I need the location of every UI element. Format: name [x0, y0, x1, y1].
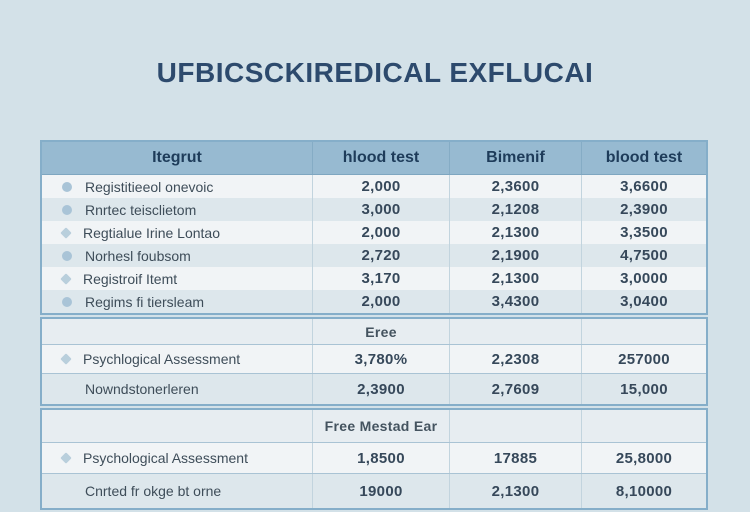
table-row: Cnrted fr okge bt orne 19000 2,1300 8,10…	[42, 473, 706, 508]
table-header-row: Itegrut hlood test Bimenif blood test	[42, 142, 706, 175]
table-row: Registroif Itemt 3,170 2,1300 3,0000	[42, 267, 706, 290]
row-label: Psychological Assessment	[83, 450, 248, 466]
row-value: 3,0000	[581, 267, 706, 290]
data-table: Itegrut hlood test Bimenif blood test Re…	[40, 140, 708, 512]
row-value: 2,3900	[581, 198, 706, 221]
row-value: 4,7500	[581, 244, 706, 267]
column-header: Bimenif	[449, 142, 581, 174]
row-label: Nowndstonerleren	[85, 381, 199, 397]
table-row: Psychological Assessment 1,8500 17885 25…	[42, 442, 706, 473]
row-value: 1,8500	[312, 443, 449, 473]
row-value: 3,0400	[581, 290, 706, 313]
bullet-icon	[62, 204, 72, 215]
bullet-icon	[62, 181, 72, 192]
row-value: 17885	[449, 443, 581, 473]
section-header-row: Eree	[42, 319, 706, 344]
table-row: Rnrtec teisclietom 3,000 2,1208 2,3900	[42, 198, 706, 221]
row-value: 2,000	[312, 175, 449, 198]
row-value: 3,170	[312, 267, 449, 290]
bullet-icon	[62, 250, 72, 261]
row-value: 3,4300	[449, 290, 581, 313]
row-value: 3,780%	[312, 345, 449, 373]
row-value: 2,2308	[449, 345, 581, 373]
diamond-icon	[60, 226, 72, 239]
row-value: 8,10000	[581, 474, 706, 508]
row-value: 2,1300	[449, 267, 581, 290]
row-label: Cnrted fr okge bt orne	[85, 483, 222, 499]
table-block-main: Itegrut hlood test Bimenif blood test Re…	[40, 140, 708, 315]
table-row: Nowndstonerleren 2,3900 2,7609 15,000	[42, 373, 706, 404]
section-label: Free Mestad Ear	[312, 410, 449, 442]
row-label: Regtialue Irine Lontao	[83, 224, 220, 241]
row-label: Registitieeol onevoic	[85, 178, 214, 195]
row-value: 3,6600	[581, 175, 706, 198]
column-header: hlood test	[312, 142, 449, 174]
table-row: Regims fi tiersleam 2,000 3,4300 3,0400	[42, 290, 706, 313]
row-label: Norhesl foubsom	[85, 247, 191, 264]
bullet-icon	[62, 296, 72, 307]
row-value: 2,7609	[449, 374, 581, 404]
row-value: 2,1300	[449, 474, 581, 508]
diamond-icon	[60, 353, 72, 365]
table-block-section-1: Eree Psychlogical Assessment 3,780% 2,23…	[40, 317, 708, 406]
row-value: 19000	[312, 474, 449, 508]
row-value: 2,1300	[449, 221, 581, 244]
row-value: 2,1208	[449, 198, 581, 221]
diamond-icon	[60, 452, 72, 464]
row-value: 3,3500	[581, 221, 706, 244]
row-value: 2,000	[312, 290, 449, 313]
table-row: Norhesl foubsom 2,720 2,1900 4,7500	[42, 244, 706, 267]
column-header: Itegrut	[152, 149, 202, 166]
row-value: 3,000	[312, 198, 449, 221]
section-header-row: Free Mestad Ear	[42, 410, 706, 442]
row-value: 2,3600	[449, 175, 581, 198]
row-label: Psychlogical Assessment	[83, 351, 241, 367]
column-header: blood test	[581, 142, 706, 174]
row-label: Rnrtec teisclietom	[85, 201, 197, 218]
row-label: Regims fi tiersleam	[85, 293, 205, 310]
table-row: Regtialue Irine Lontao 2,000 2,1300 3,35…	[42, 221, 706, 244]
row-value: 2,720	[312, 244, 449, 267]
row-value: 25,8000	[581, 443, 706, 473]
table-row: Registitieeol onevoic 2,000 2,3600 3,660…	[42, 175, 706, 198]
row-value: 2,1900	[449, 244, 581, 267]
row-label: Registroif Itemt	[83, 270, 178, 287]
page-title: UFBICSCKIREDICAL EXFLUCAI	[156, 57, 594, 88]
table-block-section-2: Free Mestad Ear Psychological Assessment…	[40, 408, 708, 510]
row-value: 257000	[581, 345, 706, 373]
row-value: 15,000	[581, 374, 706, 404]
table-row: Psychlogical Assessment 3,780% 2,2308 25…	[42, 344, 706, 373]
diamond-icon	[60, 272, 72, 285]
section-label: Eree	[312, 319, 449, 344]
row-value: 2,000	[312, 221, 449, 244]
row-value: 2,3900	[312, 374, 449, 404]
